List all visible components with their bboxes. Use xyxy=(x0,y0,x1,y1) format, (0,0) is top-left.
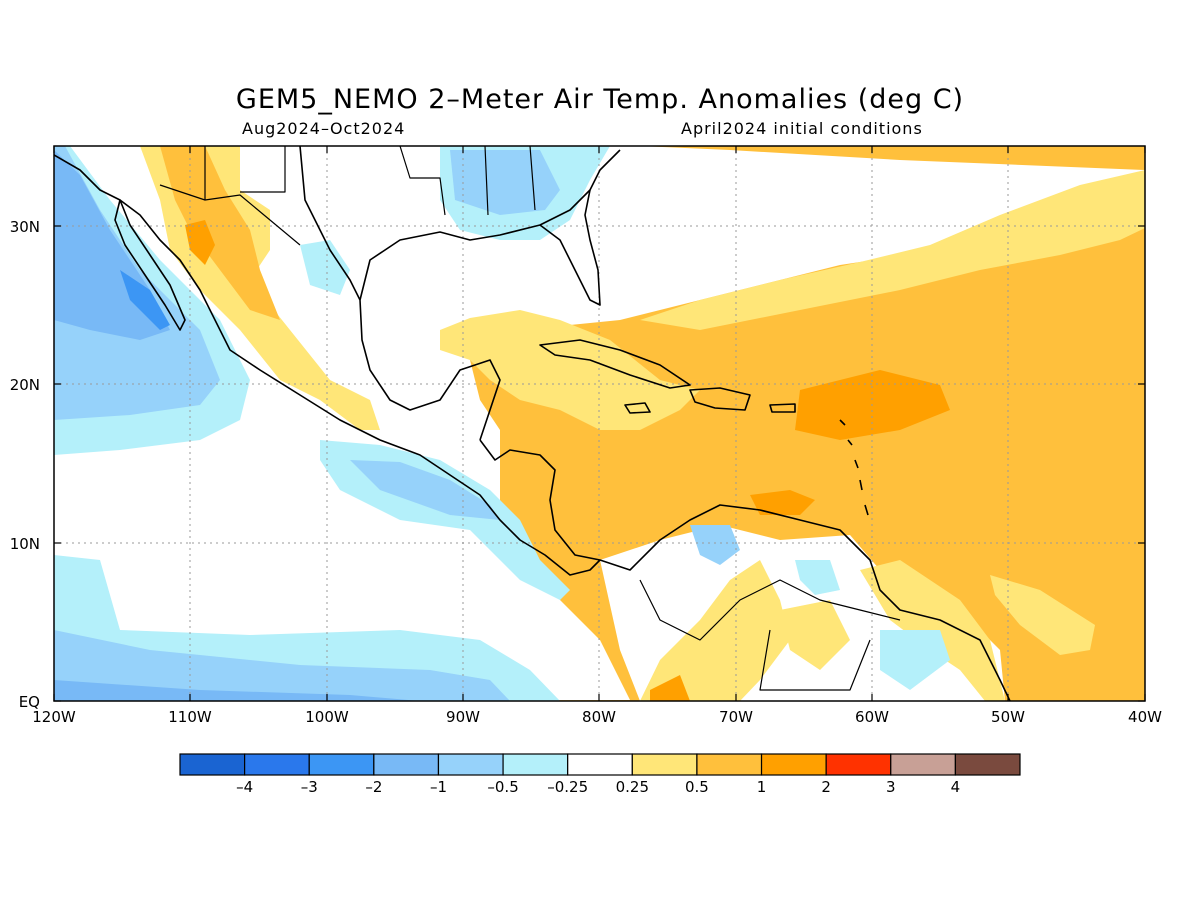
coast-lesser-antilles xyxy=(839,419,869,516)
coast-mexico-pacific xyxy=(54,154,601,576)
colorbar-swatch xyxy=(179,753,246,776)
border-south-america xyxy=(639,579,901,691)
colorbar-label: 0.5 xyxy=(685,778,709,796)
anomaly-cool-pacific-west-4 xyxy=(120,270,170,330)
colorbar-label: –0.25 xyxy=(547,778,588,796)
colorbar-label: –3 xyxy=(301,778,318,796)
colorbar-swatch xyxy=(373,753,440,776)
colorbar-label: –1 xyxy=(430,778,447,796)
lon-label: 90W xyxy=(446,708,480,726)
colorbar-swatch xyxy=(502,753,569,776)
anomaly-band-yellow-caribbean xyxy=(440,310,700,430)
grid-lines xyxy=(54,146,1145,701)
lon-label: 110W xyxy=(168,708,212,726)
border-us-mexico xyxy=(159,184,301,246)
coast-florida xyxy=(539,189,601,306)
lon-label: 60W xyxy=(855,708,889,726)
colorbar-swatch xyxy=(890,753,956,776)
initial-conditions: April2024 initial conditions xyxy=(681,119,923,138)
map-title: GEM5_NEMO 2–Meter Air Temp. Anomalies (d… xyxy=(235,84,965,115)
lat-label: 30N xyxy=(10,218,40,236)
lon-label: 80W xyxy=(582,708,616,726)
anomaly-hot-sonora xyxy=(185,220,215,265)
colorbar-swatch xyxy=(825,753,892,776)
coast-hispaniola xyxy=(689,387,751,411)
colorbar-swatch xyxy=(244,753,310,776)
anomaly-core-caribbean xyxy=(750,490,815,515)
colorbar-swatch xyxy=(696,753,763,776)
anomaly-hot-ecuador xyxy=(650,675,690,701)
anomaly-cool-pacific-south-3 xyxy=(54,680,420,701)
colorbar-swatch xyxy=(308,753,375,776)
coast-central-america xyxy=(479,439,1011,701)
anomaly-cool-central-america-2 xyxy=(350,460,500,520)
colorbar-label: 0.25 xyxy=(616,778,649,796)
anomaly-cool-venezuela xyxy=(795,560,840,595)
coast-puerto-rico xyxy=(769,403,796,413)
colorbar-swatch xyxy=(760,753,827,776)
lat-label: 10N xyxy=(10,535,40,553)
lon-label: 50W xyxy=(991,708,1025,726)
lon-label: 70W xyxy=(719,708,753,726)
anomaly-cool-pacific-south-2 xyxy=(54,630,510,701)
anomaly-cool-southeast-us-2 xyxy=(450,150,560,215)
anomaly-warm-venezuela xyxy=(780,600,850,670)
coast-cuba xyxy=(539,339,691,389)
colorbar-swatch xyxy=(954,753,1021,776)
lon-label: 100W xyxy=(305,708,349,726)
anomaly-warm-colombia xyxy=(640,560,790,701)
anomaly-yellow-brazil-offshore xyxy=(990,575,1095,655)
border-states xyxy=(204,146,536,216)
lat-axis-labels: EQ 10N 20N 30N xyxy=(10,218,40,711)
colorbar-label: 1 xyxy=(757,778,767,796)
lon-label: 40W xyxy=(1128,708,1162,726)
colorbar-label: –0.5 xyxy=(487,778,518,796)
colorbar-label: 3 xyxy=(886,778,896,796)
lon-axis-labels: 120W 110W 100W 90W 80W 70W 60W 50W 40W xyxy=(32,708,1162,726)
colorbar-label: 4 xyxy=(951,778,961,796)
lat-label: 20N xyxy=(10,376,40,394)
lon-label: 120W xyxy=(32,708,76,726)
colorbar-swatch xyxy=(437,753,504,776)
forecast-period: Aug2024–Oct2024 xyxy=(242,119,406,138)
coast-baja xyxy=(114,199,186,331)
coast-jamaica xyxy=(624,402,651,414)
colorbar-swatch xyxy=(631,753,698,776)
anomaly-cool-mexico xyxy=(300,240,350,295)
lat-label: EQ xyxy=(19,693,40,711)
colorbar: –4 –3 –2 –1 –0.5 –0.25 0.25 0.5 1 2 3 4 xyxy=(179,753,1021,796)
colorbar-label: –2 xyxy=(365,778,382,796)
anomaly-band-yellow-atlantic xyxy=(640,170,1145,330)
anomaly-cool-maracaibo xyxy=(690,525,740,565)
colorbar-label: –4 xyxy=(236,778,253,796)
colorbar-label: 2 xyxy=(821,778,831,796)
colorbar-swatch xyxy=(567,753,633,776)
axis-ticks xyxy=(53,146,1146,702)
coastlines xyxy=(54,146,1011,701)
coast-gulf xyxy=(299,146,621,441)
anomaly-cool-guyana xyxy=(880,630,950,690)
